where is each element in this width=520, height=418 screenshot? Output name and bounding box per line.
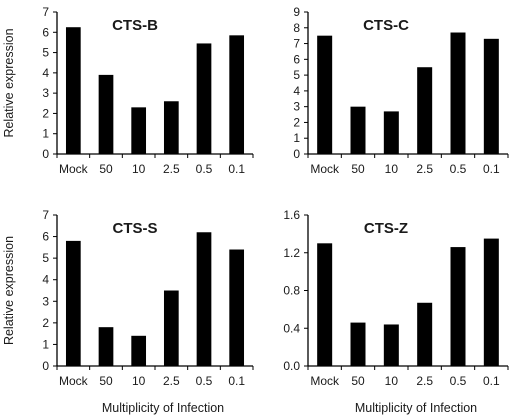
y-tick-label: 1 bbox=[42, 337, 49, 351]
y-axis-label: Relative expression bbox=[2, 236, 16, 345]
y-tick-label: 0.8 bbox=[283, 284, 300, 298]
x-tick-label: Mock bbox=[310, 374, 340, 388]
y-tick-label: 1 bbox=[293, 131, 300, 145]
x-tick-label: 2.5 bbox=[163, 374, 180, 388]
x-tick-label: Mock bbox=[310, 162, 340, 176]
x-tick-label: Mock bbox=[59, 162, 89, 176]
bar-mock bbox=[317, 35, 333, 154]
bar-0-1 bbox=[229, 35, 245, 155]
bar-0-1 bbox=[229, 249, 245, 366]
x-tick-label: 0.5 bbox=[450, 162, 467, 176]
y-axis-label: Relative expression bbox=[2, 28, 16, 137]
bar-50 bbox=[98, 74, 114, 154]
bar-50 bbox=[350, 322, 366, 366]
bar-2-5 bbox=[163, 101, 179, 154]
y-tick-label: 2 bbox=[42, 316, 49, 330]
bar-0-1 bbox=[483, 38, 499, 155]
y-tick-label: 3 bbox=[293, 100, 300, 114]
panel-title: CTS-Z bbox=[364, 220, 408, 237]
x-tick-label: 0.5 bbox=[196, 374, 213, 388]
x-tick-label: 10 bbox=[385, 162, 399, 176]
bar-10 bbox=[131, 335, 147, 366]
y-tick-label: 1 bbox=[42, 127, 49, 141]
bar-mock bbox=[65, 27, 81, 154]
x-tick-label: 0.5 bbox=[450, 374, 467, 388]
bar-10 bbox=[131, 107, 147, 154]
y-tick-label: 2 bbox=[42, 106, 49, 120]
bar-0-5 bbox=[450, 32, 466, 155]
x-tick-label: 50 bbox=[351, 162, 365, 176]
bar-10 bbox=[383, 324, 399, 366]
y-tick-label: 7 bbox=[293, 37, 300, 51]
y-tick-label: 6 bbox=[42, 230, 49, 244]
x-axis-label: Multiplicity of Infection bbox=[102, 401, 224, 415]
bar-0-5 bbox=[196, 43, 212, 154]
y-tick-label: 2 bbox=[293, 115, 300, 129]
y-tick-label: 8 bbox=[293, 21, 300, 35]
y-tick-label: 0.0 bbox=[283, 359, 300, 373]
x-tick-label: 0.5 bbox=[196, 162, 213, 176]
y-tick-label: 5 bbox=[42, 46, 49, 60]
y-tick-label: 1.2 bbox=[283, 246, 300, 260]
y-tick-label: 6 bbox=[293, 52, 300, 66]
y-tick-label: 4 bbox=[42, 273, 49, 287]
x-tick-label: 50 bbox=[99, 162, 113, 176]
bar-50 bbox=[98, 327, 114, 366]
y-tick-label: 5 bbox=[42, 251, 49, 265]
x-tick-label: 10 bbox=[132, 162, 146, 176]
bar-2-5 bbox=[417, 302, 433, 366]
y-tick-label: 9 bbox=[293, 5, 300, 19]
panel-title: CTS-C bbox=[363, 17, 409, 34]
y-tick-label: 0.4 bbox=[283, 321, 300, 335]
y-tick-label: 3 bbox=[42, 86, 49, 100]
x-tick-label: 0.1 bbox=[228, 162, 245, 176]
x-axis-label: Multiplicity of Infection bbox=[355, 401, 477, 415]
y-tick-label: 5 bbox=[293, 68, 300, 82]
x-tick-label: 50 bbox=[99, 374, 113, 388]
x-tick-label: 0.1 bbox=[483, 374, 500, 388]
y-tick-label: 0 bbox=[293, 147, 300, 161]
bar-50 bbox=[350, 106, 366, 154]
panel-title: CTS-S bbox=[113, 220, 158, 237]
x-tick-label: 2.5 bbox=[416, 374, 433, 388]
x-tick-label: Mock bbox=[59, 374, 89, 388]
y-tick-label: 3 bbox=[42, 294, 49, 308]
bar-0-5 bbox=[196, 232, 212, 366]
x-tick-label: 50 bbox=[351, 374, 365, 388]
panel-title: CTS-B bbox=[112, 17, 158, 34]
y-tick-label: 7 bbox=[42, 208, 49, 222]
x-tick-label: 10 bbox=[132, 374, 146, 388]
x-tick-label: 0.1 bbox=[228, 374, 245, 388]
bar-mock bbox=[317, 243, 333, 366]
bar-10 bbox=[383, 111, 399, 154]
y-tick-label: 4 bbox=[42, 66, 49, 80]
x-tick-label: 10 bbox=[385, 374, 399, 388]
y-tick-label: 4 bbox=[293, 84, 300, 98]
y-tick-label: 7 bbox=[42, 5, 49, 19]
bar-0-5 bbox=[450, 247, 466, 366]
bar-2-5 bbox=[417, 67, 433, 154]
y-tick-label: 6 bbox=[42, 25, 49, 39]
bar-0-1 bbox=[483, 238, 499, 366]
bar-mock bbox=[65, 240, 81, 366]
x-tick-label: 0.1 bbox=[483, 162, 500, 176]
x-tick-label: 2.5 bbox=[416, 162, 433, 176]
x-tick-label: 2.5 bbox=[163, 162, 180, 176]
y-tick-label: 0 bbox=[42, 147, 49, 161]
y-tick-label: 0 bbox=[42, 359, 49, 373]
bar-2-5 bbox=[163, 290, 179, 366]
y-tick-label: 1.6 bbox=[283, 208, 300, 222]
